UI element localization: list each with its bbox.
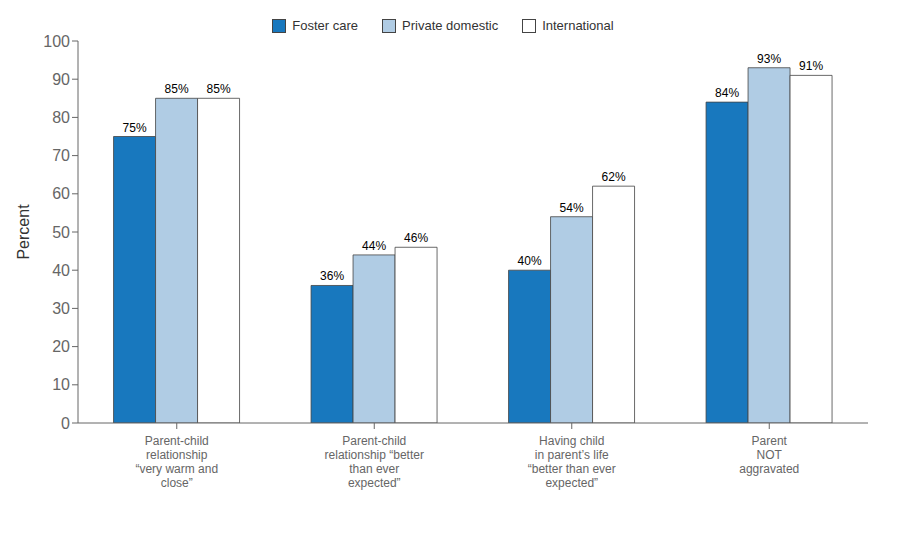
html-text:Foster care: Foster care bbox=[292, 18, 358, 33]
svg-text:84%: 84% bbox=[715, 86, 739, 100]
html-text:International: International bbox=[542, 18, 614, 33]
svg-text:50: 50 bbox=[52, 224, 70, 241]
svg-text:Having childin parent’s life“b: Having childin parent’s life“better than… bbox=[528, 434, 616, 490]
svg-text:91%: 91% bbox=[799, 59, 823, 73]
svg-text:54%: 54% bbox=[560, 201, 584, 215]
svg-text:90: 90 bbox=[52, 71, 70, 88]
svg-text:40%: 40% bbox=[518, 254, 542, 268]
svg-text:93%: 93% bbox=[757, 52, 781, 66]
svg-text:44%: 44% bbox=[362, 239, 386, 253]
svg-text:75%: 75% bbox=[123, 121, 147, 135]
svg-text:80: 80 bbox=[52, 109, 70, 126]
svg-text:85%: 85% bbox=[165, 82, 189, 96]
svg-text:46%: 46% bbox=[404, 231, 428, 245]
svg-text:40: 40 bbox=[52, 262, 70, 279]
svg-text:20: 20 bbox=[52, 338, 70, 355]
svg-text:62%: 62% bbox=[602, 170, 626, 184]
svg-text:100: 100 bbox=[43, 33, 70, 50]
svg-text:Parent-childrelationship “bett: Parent-childrelationship “betterthan eve… bbox=[325, 434, 424, 490]
svg-text:0: 0 bbox=[61, 415, 70, 432]
svg-text:60: 60 bbox=[52, 185, 70, 202]
svg-text:70: 70 bbox=[52, 147, 70, 164]
svg-text:ParentNOTaggravated: ParentNOTaggravated bbox=[739, 434, 799, 476]
svg-text:Percent: Percent bbox=[15, 204, 32, 260]
svg-text:30: 30 bbox=[52, 300, 70, 317]
svg-text:10: 10 bbox=[52, 376, 70, 393]
svg-text:36%: 36% bbox=[320, 269, 344, 283]
svg-text:85%: 85% bbox=[207, 82, 231, 96]
svg-text:Parent-childrelationship“very: Parent-childrelationship“very warm andcl… bbox=[135, 434, 218, 490]
html-text:Private domestic: Private domestic bbox=[402, 18, 499, 33]
